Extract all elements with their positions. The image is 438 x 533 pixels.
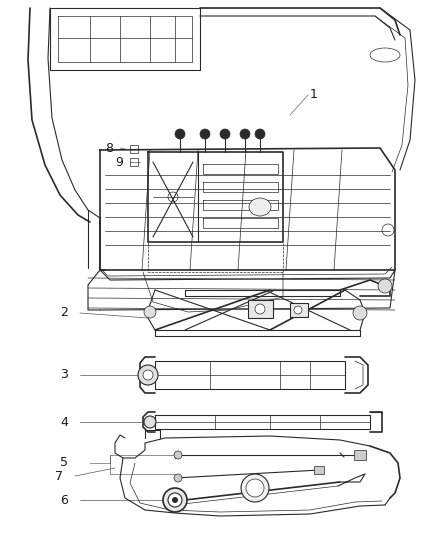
Circle shape — [144, 416, 156, 428]
Circle shape — [174, 474, 182, 482]
Bar — [354, 450, 366, 460]
Circle shape — [138, 365, 158, 385]
Ellipse shape — [249, 198, 271, 216]
Text: 3: 3 — [60, 368, 68, 382]
Bar — [130, 145, 138, 153]
Circle shape — [175, 129, 185, 139]
Circle shape — [143, 370, 153, 380]
Text: 4: 4 — [60, 416, 68, 429]
Circle shape — [378, 279, 392, 293]
Text: 9: 9 — [115, 156, 123, 168]
Circle shape — [174, 451, 182, 459]
Text: 8: 8 — [105, 141, 113, 155]
Text: 6: 6 — [60, 494, 68, 506]
Bar — [314, 466, 324, 474]
Circle shape — [200, 129, 210, 139]
Bar — [130, 158, 138, 166]
Circle shape — [241, 474, 269, 502]
Bar — [248, 300, 273, 318]
Circle shape — [172, 497, 178, 503]
Circle shape — [255, 304, 265, 314]
Circle shape — [246, 479, 264, 497]
Text: 5: 5 — [60, 456, 68, 470]
Circle shape — [168, 493, 182, 507]
Circle shape — [240, 129, 250, 139]
Circle shape — [163, 488, 187, 512]
Circle shape — [220, 129, 230, 139]
Bar — [290, 303, 308, 317]
Text: 2: 2 — [60, 306, 68, 319]
Circle shape — [294, 306, 302, 314]
Text: 7: 7 — [55, 470, 63, 482]
Circle shape — [353, 306, 367, 320]
Text: 1: 1 — [310, 88, 318, 101]
Circle shape — [255, 129, 265, 139]
Circle shape — [144, 306, 156, 318]
